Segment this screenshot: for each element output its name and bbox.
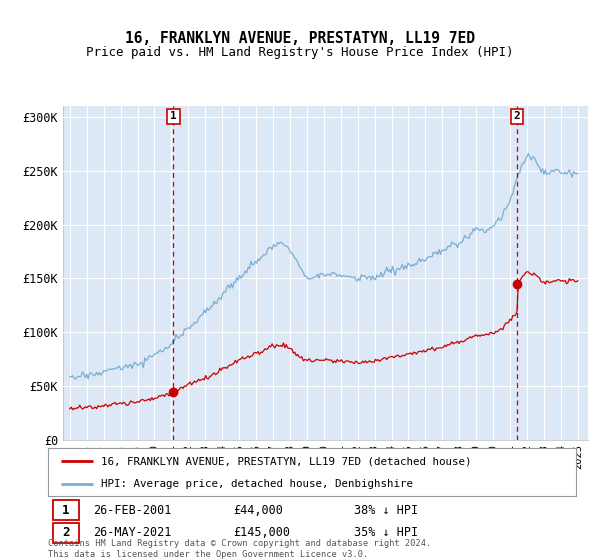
Text: 1: 1: [62, 503, 70, 516]
Text: 35% ↓ HPI: 35% ↓ HPI: [354, 526, 418, 539]
Text: 26-FEB-2001: 26-FEB-2001: [93, 503, 171, 516]
Text: £145,000: £145,000: [233, 526, 290, 539]
Text: 2: 2: [514, 111, 520, 122]
Text: 26-MAY-2021: 26-MAY-2021: [93, 526, 171, 539]
Text: Price paid vs. HM Land Registry's House Price Index (HPI): Price paid vs. HM Land Registry's House …: [86, 46, 514, 59]
Text: 16, FRANKLYN AVENUE, PRESTATYN, LL19 7ED (detached house): 16, FRANKLYN AVENUE, PRESTATYN, LL19 7ED…: [101, 456, 472, 466]
FancyBboxPatch shape: [53, 500, 79, 520]
Text: £44,000: £44,000: [233, 503, 283, 516]
Text: HPI: Average price, detached house, Denbighshire: HPI: Average price, detached house, Denb…: [101, 479, 413, 489]
Text: Contains HM Land Registry data © Crown copyright and database right 2024.
This d: Contains HM Land Registry data © Crown c…: [48, 539, 431, 559]
Text: 1: 1: [170, 111, 177, 122]
Text: 16, FRANKLYN AVENUE, PRESTATYN, LL19 7ED: 16, FRANKLYN AVENUE, PRESTATYN, LL19 7ED: [125, 31, 475, 46]
Text: 2: 2: [62, 526, 70, 539]
FancyBboxPatch shape: [53, 523, 79, 543]
Text: 38% ↓ HPI: 38% ↓ HPI: [354, 503, 418, 516]
